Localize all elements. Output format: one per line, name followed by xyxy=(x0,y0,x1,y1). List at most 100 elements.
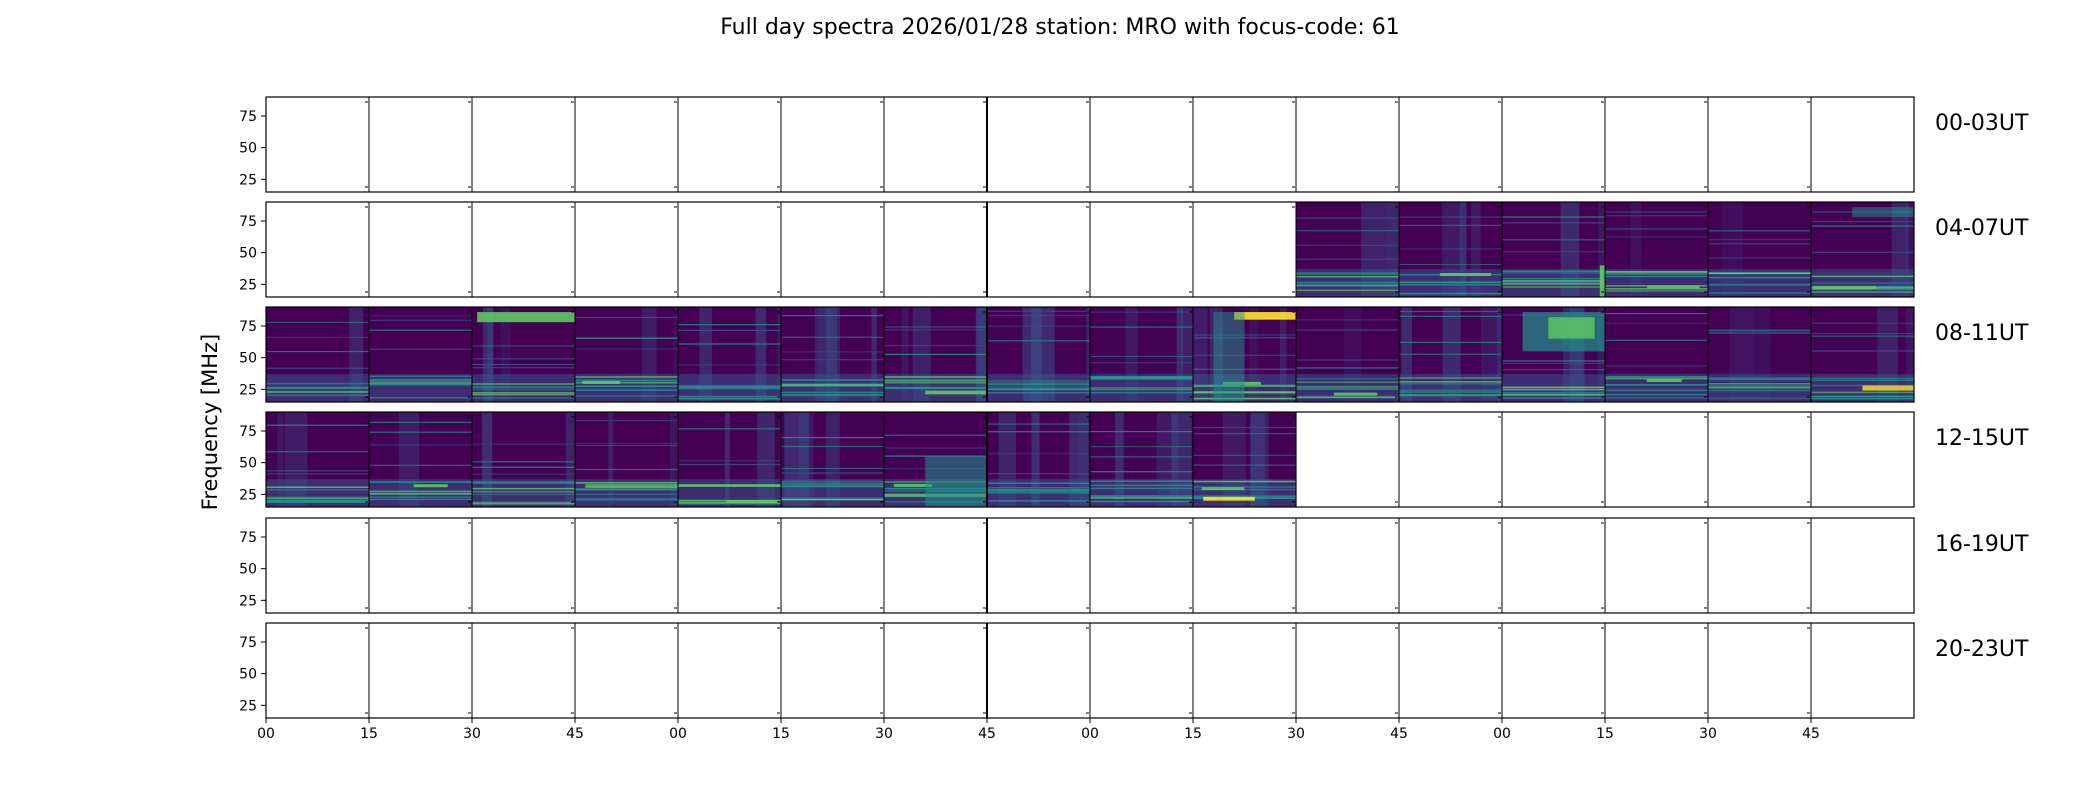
spectrum-line xyxy=(781,498,884,501)
spectrum-line xyxy=(1296,258,1399,260)
y-tick-label: 75 xyxy=(239,109,257,125)
spectrum-line xyxy=(1708,238,1811,241)
spectrum-panel xyxy=(266,412,370,507)
spectrum-line xyxy=(1811,251,1914,253)
spectrum-line xyxy=(266,486,369,488)
spectrum-line xyxy=(987,482,1090,485)
spectrum-line xyxy=(987,453,1090,455)
spectrum-feature xyxy=(1599,265,1605,297)
spectrum-panel xyxy=(1605,307,1729,402)
spectrum-panel xyxy=(472,307,576,402)
spectrum-band xyxy=(669,412,678,507)
spectrum-line xyxy=(1399,284,1502,286)
spectrum-line xyxy=(1399,224,1502,226)
spectrum-line xyxy=(369,431,472,433)
spectrum-line xyxy=(987,386,1090,388)
spectrum-line xyxy=(1502,222,1605,224)
spectrum-line xyxy=(987,391,1090,394)
spectrum-line xyxy=(1708,330,1811,332)
spectrum-line xyxy=(987,489,1090,492)
spectrum-band xyxy=(1904,202,1914,297)
spectrum-line xyxy=(678,428,781,430)
spectrum-line xyxy=(1605,272,1708,275)
spectrum-line xyxy=(1502,391,1605,394)
x-tick-label: 15 xyxy=(772,726,790,742)
spectrum-line xyxy=(987,380,1090,382)
spectrum-line xyxy=(1090,456,1193,458)
spectrum-panel xyxy=(1502,202,1606,297)
spectrum-panel xyxy=(266,307,370,402)
spectrum-line xyxy=(884,447,987,449)
spectrum-line xyxy=(1502,388,1605,391)
spectrum-line xyxy=(472,493,575,496)
x-tick-label: 00 xyxy=(257,726,275,742)
y-tick-label: 75 xyxy=(239,319,257,335)
spectrum-panel xyxy=(1193,307,1297,402)
spectrum-line xyxy=(1296,367,1399,369)
spectrum-line xyxy=(781,391,884,394)
spectrum-band xyxy=(1114,412,1124,507)
spectrum-panel xyxy=(1399,307,1510,402)
x-tick-label: 45 xyxy=(978,726,996,742)
spectrum-line xyxy=(266,501,369,504)
spectrum-line xyxy=(472,363,575,366)
spectrum-line xyxy=(1502,281,1605,283)
spectrum-band xyxy=(1598,202,1605,297)
spectrum-line xyxy=(884,376,987,378)
spectrum-line xyxy=(1708,230,1811,232)
spectrum-line xyxy=(369,380,472,382)
spectrum-band xyxy=(277,412,284,507)
row-08-11UT-spectra xyxy=(266,307,1914,402)
x-tick-label: 30 xyxy=(1699,726,1717,742)
spectrum-feature xyxy=(925,456,987,507)
spectrum-line xyxy=(1090,471,1193,473)
x-tick-label: 30 xyxy=(463,726,481,742)
spectrum-panel xyxy=(884,307,1002,402)
spectrum-line xyxy=(1296,284,1399,287)
spectrum-band xyxy=(1280,307,1287,402)
spectrum-line xyxy=(369,493,472,495)
spectrum-line xyxy=(1502,286,1605,288)
spectrum-line xyxy=(1399,353,1502,355)
spectrum-line xyxy=(575,316,678,319)
spectrum-line xyxy=(1502,280,1605,282)
spectrum-line xyxy=(369,319,472,321)
spectrum-line xyxy=(1605,397,1708,399)
spectrum-line xyxy=(1605,322,1708,324)
spectrum-line xyxy=(1605,365,1708,367)
spectrum-line xyxy=(472,392,575,395)
spectrum-line xyxy=(472,490,575,493)
y-tick-label: 25 xyxy=(239,698,257,714)
spectrum-line xyxy=(369,481,472,483)
spectrum-line xyxy=(266,321,369,323)
spectrum-band xyxy=(608,412,614,507)
spectrum-line xyxy=(369,464,472,466)
spectrum-line xyxy=(1811,291,1914,293)
spectrum-line xyxy=(1296,329,1399,331)
spectrum-line xyxy=(1090,311,1193,313)
spectrum-line xyxy=(1502,272,1605,274)
spectrum-line xyxy=(678,502,781,505)
spectrum-line xyxy=(266,470,369,472)
spectrum-line xyxy=(472,503,575,505)
spectrum-line xyxy=(266,489,369,491)
spectrum-line xyxy=(1399,377,1502,379)
spectrum-line xyxy=(1090,391,1193,394)
row-label: 04-07UT xyxy=(1935,216,2029,241)
spectrum-line xyxy=(781,383,884,385)
spectrum-line xyxy=(1296,273,1399,275)
spectrum-line xyxy=(266,367,369,369)
spectrum-line xyxy=(1399,341,1502,343)
spectrum-line xyxy=(1296,381,1399,384)
spectrum-line xyxy=(987,423,1090,425)
spectrum-band xyxy=(755,307,767,402)
spectrum-line xyxy=(1811,397,1914,400)
spectrum-line xyxy=(472,367,575,369)
spectrum-band xyxy=(1249,307,1259,402)
spectrum-line xyxy=(1811,220,1914,223)
spectrum-line xyxy=(1296,388,1399,390)
spectrum-line xyxy=(1399,310,1502,313)
y-axis-label: Frequency [MHz] xyxy=(198,334,222,510)
row-label: 16-19UT xyxy=(1935,532,2029,557)
spectrum-line xyxy=(678,485,781,487)
